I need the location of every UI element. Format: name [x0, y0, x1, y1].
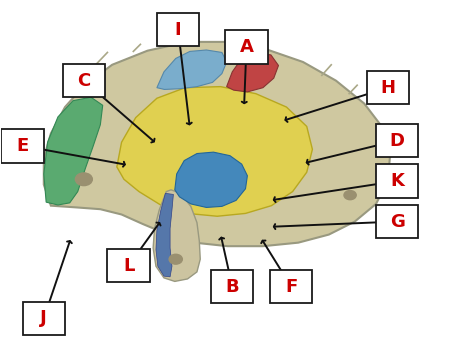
- Text: B: B: [226, 278, 239, 296]
- FancyBboxPatch shape: [376, 124, 419, 157]
- Polygon shape: [44, 97, 103, 205]
- Text: G: G: [390, 213, 405, 230]
- Polygon shape: [153, 190, 200, 282]
- Text: K: K: [390, 172, 404, 190]
- Polygon shape: [227, 53, 278, 92]
- FancyBboxPatch shape: [270, 270, 312, 304]
- FancyBboxPatch shape: [63, 64, 105, 97]
- Text: J: J: [40, 310, 47, 327]
- FancyBboxPatch shape: [157, 13, 199, 46]
- Circle shape: [75, 173, 92, 186]
- Polygon shape: [44, 42, 390, 246]
- Polygon shape: [156, 193, 173, 277]
- FancyBboxPatch shape: [225, 31, 268, 64]
- Polygon shape: [157, 50, 227, 89]
- FancyBboxPatch shape: [366, 71, 409, 104]
- Polygon shape: [175, 152, 247, 207]
- Text: I: I: [175, 21, 182, 39]
- Text: E: E: [17, 137, 29, 155]
- Text: F: F: [285, 278, 297, 296]
- Text: C: C: [77, 72, 91, 90]
- Text: A: A: [239, 38, 254, 56]
- Text: L: L: [123, 257, 134, 274]
- Text: H: H: [380, 79, 395, 97]
- FancyBboxPatch shape: [376, 205, 419, 238]
- FancyBboxPatch shape: [376, 164, 419, 198]
- Circle shape: [344, 191, 356, 200]
- FancyBboxPatch shape: [108, 249, 150, 282]
- FancyBboxPatch shape: [23, 302, 65, 335]
- FancyBboxPatch shape: [211, 270, 254, 304]
- Polygon shape: [117, 87, 312, 216]
- Text: D: D: [390, 131, 405, 149]
- Circle shape: [169, 254, 182, 264]
- FancyBboxPatch shape: [1, 129, 44, 163]
